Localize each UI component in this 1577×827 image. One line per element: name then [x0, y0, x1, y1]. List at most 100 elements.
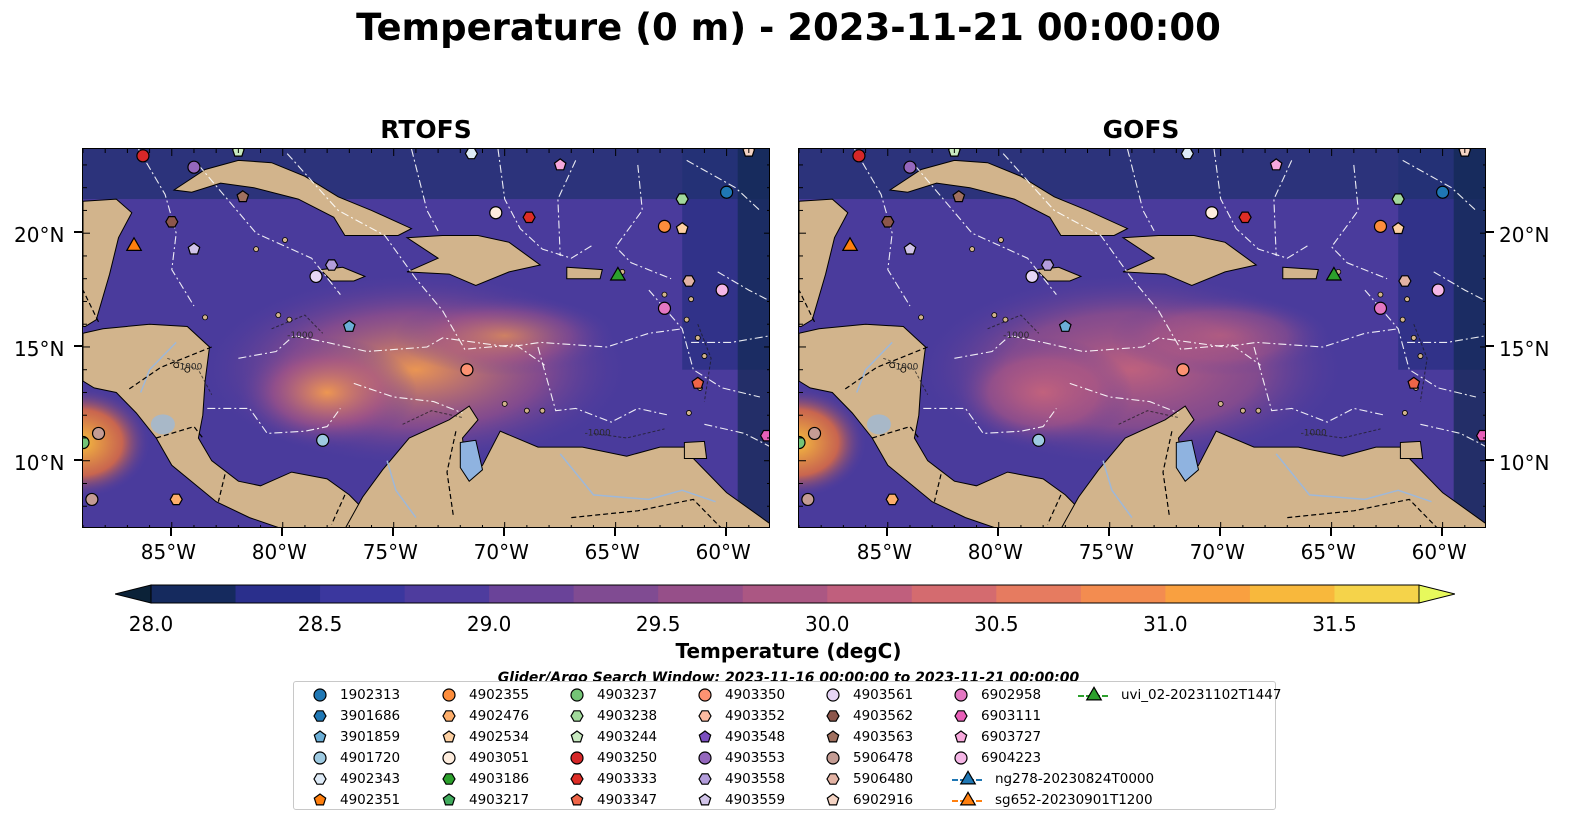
- legend-marker[interactable]: [570, 792, 584, 805]
- legend-marker[interactable]: [570, 750, 584, 765]
- argo-float-marker[interactable]: [489, 206, 503, 220]
- legend-marker[interactable]: [313, 792, 327, 805]
- argo-float-marker[interactable]: [657, 219, 672, 233]
- argo-float-marker[interactable]: [1180, 149, 1195, 160]
- glider-marker[interactable]: [841, 236, 859, 252]
- argo-float-marker[interactable]: [316, 433, 330, 447]
- argo-float-marker[interactable]: [720, 185, 734, 199]
- lat-label-15n-right: 15°N: [1499, 337, 1550, 361]
- national-border: [571, 498, 722, 527]
- legend-marker[interactable]: [313, 772, 327, 785]
- legend-marker[interactable]: [826, 772, 840, 785]
- argo-float-marker[interactable]: [852, 149, 866, 163]
- argo-float-marker[interactable]: [169, 493, 183, 506]
- argo-float-marker[interactable]: [1373, 219, 1388, 233]
- legend-marker[interactable]: [826, 709, 840, 722]
- argo-float-marker[interactable]: [187, 160, 201, 174]
- argo-float-marker[interactable]: [460, 363, 474, 377]
- argo-float-marker[interactable]: [885, 493, 899, 506]
- argo-float-marker[interactable]: [464, 149, 479, 160]
- argo-float-marker[interactable]: [657, 301, 672, 315]
- argo-float-marker[interactable]: [1058, 319, 1072, 332]
- argo-float-marker[interactable]: [903, 242, 917, 255]
- argo-float-marker[interactable]: [1040, 259, 1055, 271]
- argo-float-marker[interactable]: [1431, 283, 1445, 297]
- legend-marker[interactable]: [698, 687, 712, 702]
- map-panel-rtofs[interactable]: -1000 -1000 -1000: [82, 148, 770, 528]
- glider-marker[interactable]: [125, 236, 143, 252]
- argo-float-marker[interactable]: [1436, 185, 1450, 199]
- legend-marker[interactable]: [313, 729, 327, 742]
- legend-marker[interactable]: [313, 687, 327, 702]
- argo-float-marker[interactable]: [165, 215, 179, 228]
- legend-marker[interactable]: [826, 729, 840, 742]
- argo-float-marker[interactable]: [83, 435, 90, 450]
- legend-marker[interactable]: [954, 687, 968, 702]
- argo-float-marker[interactable]: [1238, 211, 1252, 224]
- argo-float-marker[interactable]: [807, 426, 822, 441]
- argo-float-marker[interactable]: [342, 319, 356, 332]
- argo-float-marker[interactable]: [309, 269, 323, 284]
- glider-marker[interactable]: [1325, 266, 1343, 281]
- legend-marker[interactable]: [570, 687, 584, 702]
- map-panel-gofs[interactable]: -1000 -1000 -1000: [798, 148, 1486, 528]
- argo-float-marker[interactable]: [1475, 429, 1486, 442]
- legend-item: ng278-20230824T0000: [951, 768, 1154, 789]
- argo-float-marker[interactable]: [91, 426, 106, 441]
- argo-float-marker[interactable]: [1032, 433, 1046, 447]
- legend-marker[interactable]: [959, 790, 977, 805]
- argo-float-marker[interactable]: [236, 190, 250, 203]
- argo-float-marker[interactable]: [691, 376, 705, 389]
- legend-marker[interactable]: [826, 750, 840, 765]
- legend-marker[interactable]: [570, 729, 584, 742]
- legend-marker[interactable]: [570, 772, 584, 785]
- legend-marker[interactable]: [698, 750, 712, 765]
- argo-float-marker[interactable]: [1398, 275, 1412, 287]
- glider-marker[interactable]: [609, 266, 627, 281]
- argo-float-marker[interactable]: [85, 492, 99, 507]
- legend-marker[interactable]: [442, 792, 456, 805]
- argo-float-marker[interactable]: [1407, 376, 1421, 389]
- legend-marker[interactable]: [826, 687, 840, 702]
- argo-float-marker[interactable]: [1373, 301, 1388, 315]
- legend-marker[interactable]: [954, 750, 968, 765]
- legend-marker[interactable]: [570, 709, 584, 722]
- legend-marker[interactable]: [442, 729, 456, 742]
- argo-float-marker[interactable]: [324, 259, 339, 271]
- legend-marker[interactable]: [698, 729, 712, 742]
- argo-float-marker[interactable]: [715, 283, 729, 297]
- legend-marker[interactable]: [954, 729, 968, 742]
- legend-marker[interactable]: [698, 709, 712, 722]
- argo-float-marker[interactable]: [522, 211, 536, 224]
- legend-marker[interactable]: [826, 792, 840, 805]
- legend-marker[interactable]: [698, 792, 712, 805]
- argo-float-marker[interactable]: [1391, 193, 1405, 205]
- legend-marker[interactable]: [313, 750, 327, 765]
- argo-float-marker[interactable]: [675, 221, 689, 235]
- argo-float-marker[interactable]: [1269, 158, 1283, 171]
- argo-float-marker[interactable]: [881, 215, 895, 228]
- legend-marker[interactable]: [442, 709, 456, 722]
- argo-float-marker[interactable]: [187, 242, 201, 255]
- argo-float-marker[interactable]: [952, 190, 966, 203]
- argo-float-marker[interactable]: [799, 435, 806, 450]
- legend-marker[interactable]: [442, 687, 456, 702]
- legend-marker[interactable]: [313, 709, 327, 722]
- argo-float-marker[interactable]: [801, 492, 815, 507]
- legend-marker[interactable]: [442, 772, 456, 785]
- legend-marker[interactable]: [959, 769, 977, 784]
- legend-marker[interactable]: [442, 750, 456, 765]
- argo-float-marker[interactable]: [553, 158, 567, 171]
- argo-float-marker[interactable]: [675, 193, 689, 205]
- legend-marker[interactable]: [1085, 685, 1103, 700]
- legend-marker[interactable]: [698, 772, 712, 785]
- argo-float-marker[interactable]: [1025, 269, 1039, 284]
- argo-float-marker[interactable]: [682, 275, 696, 287]
- argo-float-marker[interactable]: [759, 429, 770, 442]
- argo-float-marker[interactable]: [1391, 221, 1405, 235]
- argo-float-marker[interactable]: [136, 149, 150, 163]
- argo-float-marker[interactable]: [1176, 363, 1190, 377]
- legend-marker[interactable]: [954, 709, 968, 722]
- argo-float-marker[interactable]: [903, 160, 917, 174]
- argo-float-marker[interactable]: [1205, 206, 1219, 220]
